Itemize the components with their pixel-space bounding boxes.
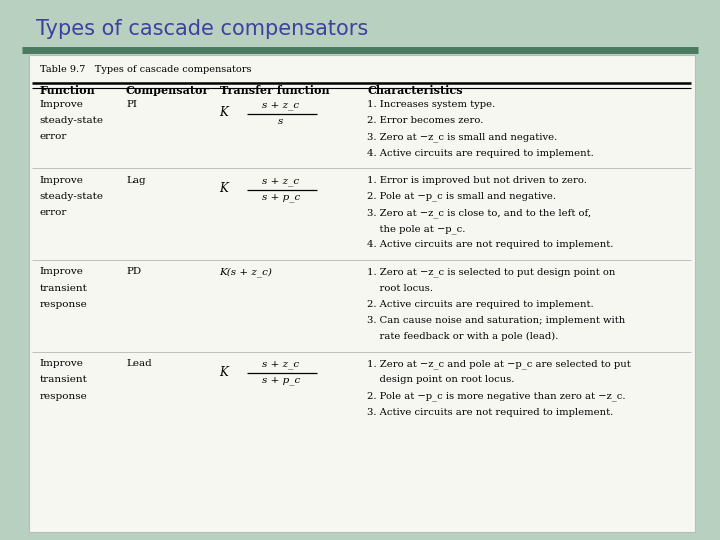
Text: 1. Increases system type.: 1. Increases system type. xyxy=(367,100,495,109)
Text: 4. Active circuits are not required to implement.: 4. Active circuits are not required to i… xyxy=(367,240,613,249)
Text: s + z_c: s + z_c xyxy=(262,360,300,369)
Text: s: s xyxy=(278,117,284,126)
Text: error: error xyxy=(40,208,67,217)
Text: s + p_c: s + p_c xyxy=(261,376,300,386)
Text: Table 9.7   Types of cascade compensators: Table 9.7 Types of cascade compensators xyxy=(40,65,251,74)
Text: 1. Zero at −z_c and pole at −p_c are selected to put: 1. Zero at −z_c and pole at −p_c are sel… xyxy=(367,359,631,369)
Text: error: error xyxy=(40,132,67,141)
Text: Compensator: Compensator xyxy=(126,85,210,96)
Text: Improve: Improve xyxy=(40,359,84,368)
Text: Transfer function: Transfer function xyxy=(220,85,329,96)
Text: root locus.: root locus. xyxy=(367,284,433,293)
Text: Improve: Improve xyxy=(40,176,84,185)
Text: s + z_c: s + z_c xyxy=(262,177,300,186)
Text: 3. Zero at −z_c is close to, and to the left of,: 3. Zero at −z_c is close to, and to the … xyxy=(367,208,591,218)
Text: 4. Active circuits are required to implement.: 4. Active circuits are required to imple… xyxy=(367,148,594,158)
Text: s + z_c: s + z_c xyxy=(262,101,300,110)
Text: Function: Function xyxy=(40,85,95,96)
Text: Lag: Lag xyxy=(126,176,145,185)
Text: 3. Zero at −z_c is small and negative.: 3. Zero at −z_c is small and negative. xyxy=(367,132,557,142)
Text: K: K xyxy=(220,106,228,119)
Text: 2. Error becomes zero.: 2. Error becomes zero. xyxy=(367,116,484,125)
Text: K: K xyxy=(220,366,228,379)
Text: response: response xyxy=(40,300,87,309)
FancyBboxPatch shape xyxy=(29,55,695,532)
Text: PI: PI xyxy=(126,100,137,109)
Text: response: response xyxy=(40,392,87,401)
Text: steady-state: steady-state xyxy=(40,192,104,201)
Text: s + p_c: s + p_c xyxy=(261,193,300,202)
Text: 1. Error is improved but not driven to zero.: 1. Error is improved but not driven to z… xyxy=(367,176,587,185)
Text: PD: PD xyxy=(126,267,141,276)
Text: Improve: Improve xyxy=(40,267,84,276)
Text: 2. Pole at −p_c is more negative than zero at −z_c.: 2. Pole at −p_c is more negative than ze… xyxy=(367,392,626,401)
Text: Improve: Improve xyxy=(40,100,84,109)
Text: transient: transient xyxy=(40,375,87,384)
Text: Characteristics: Characteristics xyxy=(367,85,463,96)
Text: 3. Active circuits are not required to implement.: 3. Active circuits are not required to i… xyxy=(367,408,613,417)
Text: steady-state: steady-state xyxy=(40,116,104,125)
Text: K: K xyxy=(220,182,228,195)
Text: Types of cascade compensators: Types of cascade compensators xyxy=(36,19,368,39)
Text: the pole at −p_c.: the pole at −p_c. xyxy=(367,224,466,234)
Text: rate feedback or with a pole (lead).: rate feedback or with a pole (lead). xyxy=(367,332,559,341)
Text: 2. Active circuits are required to implement.: 2. Active circuits are required to imple… xyxy=(367,300,594,309)
Text: transient: transient xyxy=(40,284,87,293)
Text: 1. Zero at −z_c is selected to put design point on: 1. Zero at −z_c is selected to put desig… xyxy=(367,267,616,277)
Text: 3. Can cause noise and saturation; implement with: 3. Can cause noise and saturation; imple… xyxy=(367,316,626,325)
Text: 2. Pole at −p_c is small and negative.: 2. Pole at −p_c is small and negative. xyxy=(367,192,557,201)
Text: K(s + z_c): K(s + z_c) xyxy=(220,267,272,277)
Text: design point on root locus.: design point on root locus. xyxy=(367,375,515,384)
Text: Lead: Lead xyxy=(126,359,152,368)
